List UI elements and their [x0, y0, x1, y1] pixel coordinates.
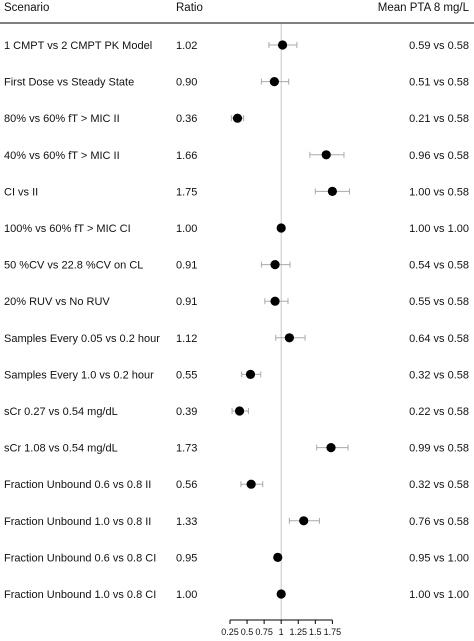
pta-label: 0.99 vs 0.58 [409, 443, 469, 455]
pta-label: 0.32 vs 0.58 [409, 369, 469, 381]
ratio-label: 0.95 [176, 552, 197, 564]
scenario-label: sCr 0.27 vs 0.54 mg/dL [4, 406, 118, 418]
ratio-point [276, 589, 286, 599]
ratio-label: 0.91 [176, 296, 197, 308]
ratio-point [277, 40, 288, 50]
forest-row: 50 %CV vs 22.8 %CV on CL 0.91 0.54 vs 0.58 [4, 260, 469, 272]
ratio-point [299, 516, 309, 526]
scenario-label: 20% RUV vs No RUV [4, 296, 110, 308]
ratio-label: 1.75 [176, 186, 197, 198]
header-mean-pta: Mean PTA 8 mg/L [377, 2, 469, 14]
x-tick-label: 1.25 [289, 627, 307, 637]
pta-label: 1.00 vs 1.00 [409, 589, 469, 601]
pta-label: 0.59 vs 0.58 [409, 40, 469, 52]
ratio-label: 1.73 [176, 443, 197, 455]
ratio-label: 1.00 [176, 589, 197, 601]
pta-label: 0.21 vs 0.58 [409, 113, 469, 125]
x-tick-label: 1.75 [324, 627, 342, 637]
scenario-label: sCr 1.08 vs 0.54 mg/dL [4, 443, 118, 455]
forest-row: 20% RUV vs No RUV 0.91 0.55 vs 0.58 [4, 296, 469, 308]
scenario-label: 40% vs 60% fT > MIC II [4, 150, 120, 162]
ratio-point [246, 479, 256, 489]
forest-row: Fraction Unbound 0.6 vs 0.8 CI 0.95 0.95 v… [4, 552, 469, 564]
forest-row: First Dose vs Steady State 0.90 0.51 vs 0.… [4, 77, 469, 89]
forest-row: sCr 0.27 vs 0.54 mg/dL 0.39 0.22 vs 0.58 [4, 406, 469, 418]
forest-row: CI vs II 1.75 1.00 vs 0.58 [4, 186, 469, 198]
ratio-label: 0.55 [176, 369, 197, 381]
ratio-label: 1.33 [176, 516, 197, 528]
x-tick-label: 0.5 [241, 627, 254, 637]
forest-row: 1 CMPT vs 2 CMPT PK Model 1.02 0.59 vs 0.5… [4, 40, 469, 52]
pta-label: 0.54 vs 0.58 [409, 260, 469, 272]
ratio-point [270, 296, 280, 306]
scenario-label: Fraction Unbound 0.6 vs 0.8 II [4, 479, 151, 491]
x-tick-label: 1.5 [309, 627, 322, 637]
pta-label: 1.00 vs 0.58 [409, 186, 469, 198]
ratio-point [276, 223, 286, 233]
scenario-label: 100% vs 60% fT > MIC CI [4, 223, 131, 235]
ratio-label: 0.36 [176, 113, 197, 125]
scenario-label: Fraction Unbound 1.0 vs 0.8 II [4, 516, 151, 528]
pta-label: 0.64 vs 0.58 [409, 333, 469, 345]
ratio-point [273, 552, 283, 563]
forest-row: 80% vs 60% fT > MIC II 0.36 0.21 vs 0.58 [4, 113, 469, 125]
ratio-label: 0.56 [176, 479, 197, 491]
scenario-label: CI vs II [4, 186, 38, 198]
ratio-label: 0.39 [176, 406, 197, 418]
x-tick-label: 0.25 [221, 627, 239, 637]
ratio-point [234, 406, 245, 416]
scenario-label: 1 CMPT vs 2 CMPT PK Model [4, 40, 152, 52]
header-scenario: Scenario [4, 2, 50, 14]
forest-row: Fraction Unbound 1.0 vs 0.8 II 1.33 0.76 v… [4, 516, 469, 528]
scenario-label: Fraction Unbound 0.6 vs 0.8 CI [4, 552, 156, 564]
scenario-label: 50 %CV vs 22.8 %CV on CL [4, 260, 143, 272]
ratio-label: 1.00 [176, 223, 197, 235]
pta-label: 0.32 vs 0.58 [409, 479, 469, 491]
forest-row: Fraction Unbound 0.6 vs 0.8 II 0.56 0.32 v… [4, 479, 469, 491]
scenario-label: Samples Every 0.05 vs 0.2 hour [4, 333, 160, 345]
scenario-label: First Dose vs Steady State [4, 77, 134, 89]
pta-label: 0.55 vs 0.58 [409, 296, 469, 308]
ratio-point [269, 77, 279, 87]
forest-row: 40% vs 60% fT > MIC II 1.66 0.96 vs 0.58 [4, 150, 469, 162]
scenario-label: Samples Every 1.0 vs 0.2 hour [4, 369, 154, 381]
forest-row: Fraction Unbound 1.0 vs 0.8 CI 1.00 1.00 v… [4, 589, 469, 601]
pta-label: 0.22 vs 0.58 [409, 406, 469, 418]
pta-label: 0.95 vs 1.00 [409, 552, 469, 564]
pta-label: 0.51 vs 0.58 [409, 77, 469, 89]
ratio-point [245, 369, 256, 379]
scenario-label: Fraction Unbound 1.0 vs 0.8 CI [4, 589, 156, 601]
ratio-label: 1.02 [176, 40, 197, 52]
ratio-point [270, 260, 280, 270]
scenario-label: 80% vs 60% fT > MIC II [4, 113, 120, 125]
forest-row: sCr 1.08 vs 0.54 mg/dL 1.73 0.99 vs 0.58 [4, 443, 469, 455]
forest-row: Samples Every 1.0 vs 0.2 hour 0.55 0.32 vs… [4, 369, 469, 381]
header-ratio: Ratio [176, 2, 203, 14]
pta-label: 0.96 vs 0.58 [409, 150, 469, 162]
x-tick-label: 0.75 [255, 627, 273, 637]
ratio-label: 0.90 [176, 77, 197, 89]
forest-row: Samples Every 0.05 vs 0.2 hour 1.12 0.64 v… [4, 333, 469, 345]
ratio-label: 1.66 [176, 150, 197, 162]
ratio-point [326, 443, 336, 453]
ratio-point [232, 113, 243, 123]
ratio-label: 1.12 [176, 333, 197, 345]
ratio-label: 0.91 [176, 260, 197, 272]
ratio-point [321, 150, 331, 160]
pta-label: 0.76 vs 0.58 [409, 516, 469, 528]
forest-row: 100% vs 60% fT > MIC CI 1.00 1.00 vs 1.00 [4, 223, 469, 235]
x-tick-label: 1 [279, 627, 284, 637]
ratio-point [327, 186, 337, 196]
pta-label: 1.00 vs 1.00 [409, 223, 469, 235]
ratio-point [284, 333, 294, 343]
